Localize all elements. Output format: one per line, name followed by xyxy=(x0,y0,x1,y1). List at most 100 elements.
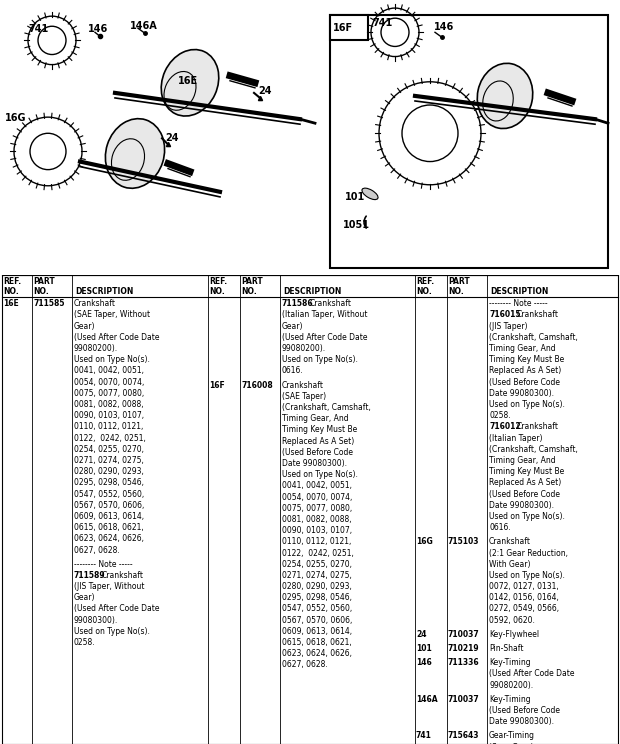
Text: 146A: 146A xyxy=(130,21,157,31)
Text: 0609, 0613, 0614,: 0609, 0613, 0614, xyxy=(282,627,352,636)
Text: (Used Before Code: (Used Before Code xyxy=(489,378,560,387)
Text: 0054, 0070, 0074,: 0054, 0070, 0074, xyxy=(282,493,352,501)
Text: Date 99080300).: Date 99080300). xyxy=(489,501,554,510)
Ellipse shape xyxy=(105,119,165,188)
Text: Used on Type No(s).: Used on Type No(s). xyxy=(74,355,150,365)
Text: 0072, 0127, 0131,: 0072, 0127, 0131, xyxy=(489,582,559,591)
Text: 24: 24 xyxy=(416,630,427,639)
Text: 0295, 0298, 0546,: 0295, 0298, 0546, xyxy=(282,593,352,603)
Text: Crankshaft: Crankshaft xyxy=(517,310,559,319)
Text: Date 99080300).: Date 99080300). xyxy=(489,389,554,398)
Text: 16G: 16G xyxy=(5,113,27,123)
Text: Timing Key Must Be: Timing Key Must Be xyxy=(489,467,564,476)
Text: 0271, 0274, 0275,: 0271, 0274, 0275, xyxy=(282,571,352,580)
Text: Crankshaft: Crankshaft xyxy=(310,299,352,308)
Text: Timing Gear, And: Timing Gear, And xyxy=(282,414,348,423)
Text: 0623, 0624, 0626,: 0623, 0624, 0626, xyxy=(282,650,352,658)
Text: 1051: 1051 xyxy=(343,220,370,230)
Text: -------- Note -----: -------- Note ----- xyxy=(489,299,547,308)
Text: 0041, 0042, 0051,: 0041, 0042, 0051, xyxy=(282,481,352,490)
Text: Key-Timing: Key-Timing xyxy=(489,658,531,667)
Text: 146A: 146A xyxy=(416,695,438,704)
Text: (Crankshaft, Camshaft,: (Crankshaft, Camshaft, xyxy=(489,333,578,341)
Text: Pin-Shaft: Pin-Shaft xyxy=(489,644,523,653)
Text: 0567, 0570, 0606,: 0567, 0570, 0606, xyxy=(282,616,352,625)
Text: Gear-Timing: Gear-Timing xyxy=(489,731,535,740)
Text: 101: 101 xyxy=(416,644,432,653)
Text: 711586: 711586 xyxy=(282,299,314,308)
Text: 0110, 0112, 0121,: 0110, 0112, 0121, xyxy=(74,423,143,432)
Text: 0081, 0082, 0088,: 0081, 0082, 0088, xyxy=(282,515,352,524)
Text: 711585: 711585 xyxy=(33,299,64,308)
Text: Crankshaft: Crankshaft xyxy=(74,299,116,308)
Text: (Italian Taper): (Italian Taper) xyxy=(489,434,542,443)
Text: REF.
NO.: REF. NO. xyxy=(416,277,434,296)
Text: 0547, 0552, 0560,: 0547, 0552, 0560, xyxy=(282,604,352,614)
Text: 0567, 0570, 0606,: 0567, 0570, 0606, xyxy=(74,501,144,510)
Text: 0547, 0552, 0560,: 0547, 0552, 0560, xyxy=(74,490,144,498)
Text: 710219: 710219 xyxy=(448,644,480,653)
Text: DESCRIPTION: DESCRIPTION xyxy=(283,287,342,296)
Ellipse shape xyxy=(477,63,533,129)
Text: 715103: 715103 xyxy=(448,537,479,546)
Text: (Italian Taper, Without: (Italian Taper, Without xyxy=(282,310,368,319)
Text: 0254, 0255, 0270,: 0254, 0255, 0270, xyxy=(282,559,352,568)
Ellipse shape xyxy=(161,50,219,116)
Text: 0041, 0042, 0051,: 0041, 0042, 0051, xyxy=(74,367,144,376)
Text: 711336: 711336 xyxy=(448,658,480,667)
Text: 715643: 715643 xyxy=(448,731,479,740)
Text: 16E: 16E xyxy=(3,299,19,308)
Text: 0615, 0618, 0621,: 0615, 0618, 0621, xyxy=(74,523,144,532)
Text: 16F: 16F xyxy=(333,23,353,33)
Text: 16E: 16E xyxy=(178,76,198,86)
Text: (SAE Taper): (SAE Taper) xyxy=(282,392,326,401)
Text: 0592, 0620.: 0592, 0620. xyxy=(489,616,535,625)
Text: 0054, 0070, 0074,: 0054, 0070, 0074, xyxy=(74,378,144,387)
Text: 741: 741 xyxy=(416,731,432,740)
Text: 101: 101 xyxy=(345,192,365,202)
Text: (Used Before Code: (Used Before Code xyxy=(489,490,560,498)
Text: Used on Type No(s).: Used on Type No(s). xyxy=(489,400,565,409)
Text: PART
NO.: PART NO. xyxy=(448,277,470,296)
Text: 0122,  0242, 0251,: 0122, 0242, 0251, xyxy=(74,434,146,443)
Text: Used on Type No(s).: Used on Type No(s). xyxy=(282,470,358,479)
Text: Used on Type No(s).: Used on Type No(s). xyxy=(489,512,565,521)
Text: 146: 146 xyxy=(416,658,432,667)
Text: Key-Timing: Key-Timing xyxy=(489,695,531,704)
Text: Key-Flywheel: Key-Flywheel xyxy=(489,630,539,639)
Text: (JIS Taper, Without: (JIS Taper, Without xyxy=(74,582,144,591)
Text: 0075, 0077, 0080,: 0075, 0077, 0080, xyxy=(74,389,144,398)
Text: 99080200).: 99080200). xyxy=(282,344,326,353)
Text: 24: 24 xyxy=(165,133,179,144)
Text: 99080200).: 99080200). xyxy=(489,681,533,690)
Text: Date 99080300).: Date 99080300). xyxy=(489,717,554,726)
Text: 99080200).: 99080200). xyxy=(74,344,118,353)
Text: Timing Key Must Be: Timing Key Must Be xyxy=(282,426,357,434)
Text: 741: 741 xyxy=(28,25,48,34)
Bar xyxy=(330,15,608,268)
Text: 0616.: 0616. xyxy=(489,523,511,532)
Text: 710037: 710037 xyxy=(448,630,480,639)
Text: 710037: 710037 xyxy=(448,695,480,704)
Text: 0122,  0242, 0251,: 0122, 0242, 0251, xyxy=(282,548,354,557)
Text: With Gear): With Gear) xyxy=(489,559,531,568)
Text: Crankshaft: Crankshaft xyxy=(489,537,531,546)
Text: 0081, 0082, 0088,: 0081, 0082, 0088, xyxy=(74,400,144,409)
Text: -------- Note -----: -------- Note ----- xyxy=(74,559,133,568)
Text: DESCRIPTION: DESCRIPTION xyxy=(490,287,548,296)
Text: Date 99080300).: Date 99080300). xyxy=(282,459,347,468)
Text: (Crankshaft, Camshaft,: (Crankshaft, Camshaft, xyxy=(282,403,371,412)
Text: 0142, 0156, 0164,: 0142, 0156, 0164, xyxy=(489,593,559,603)
Text: Replaced As A Set): Replaced As A Set) xyxy=(489,478,561,487)
Ellipse shape xyxy=(362,188,378,199)
Text: (SAE Taper, Without: (SAE Taper, Without xyxy=(74,310,150,319)
Text: 716008: 716008 xyxy=(241,381,273,390)
Text: (Used After Code Date: (Used After Code Date xyxy=(282,333,368,341)
Text: Gear): Gear) xyxy=(74,321,95,330)
Text: 16F: 16F xyxy=(209,381,224,390)
Text: REF.
NO.: REF. NO. xyxy=(209,277,227,296)
Text: 0075, 0077, 0080,: 0075, 0077, 0080, xyxy=(282,504,352,513)
Text: 0271, 0274, 0275,: 0271, 0274, 0275, xyxy=(74,456,144,465)
Text: 0258.: 0258. xyxy=(489,411,511,420)
Text: 0280, 0290, 0293,: 0280, 0290, 0293, xyxy=(74,467,144,476)
